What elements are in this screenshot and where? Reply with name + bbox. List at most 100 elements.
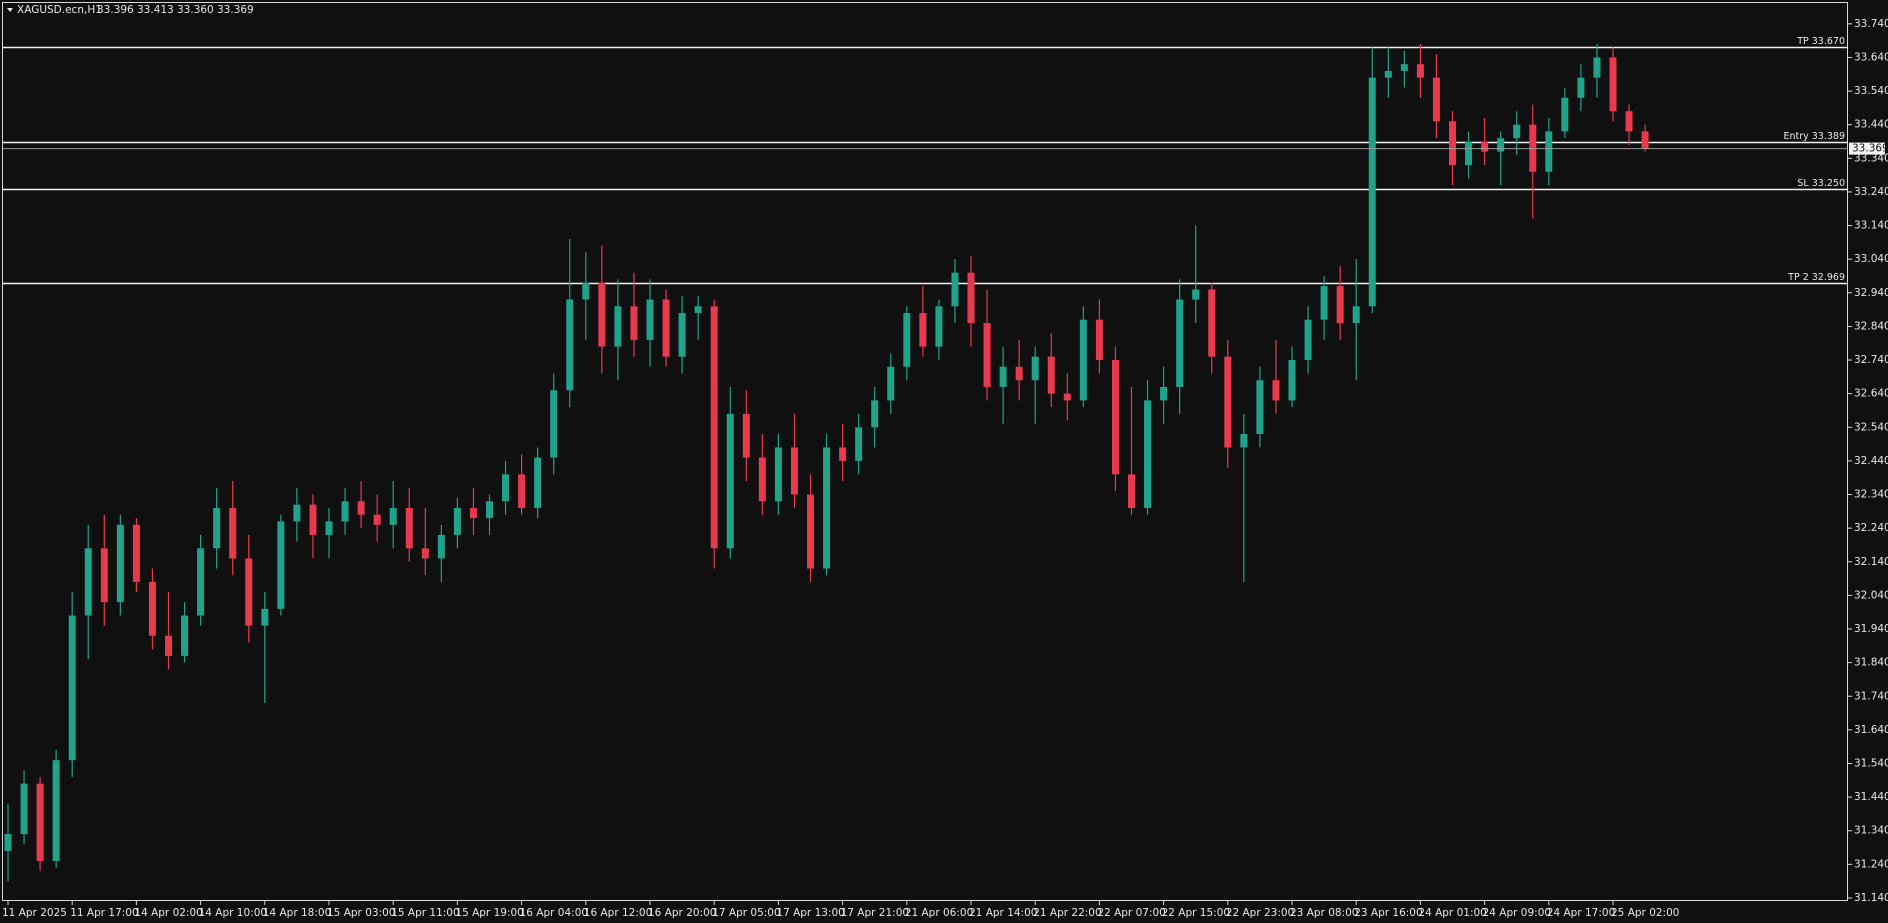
x-tick-label: 15 Apr 11:00 [391, 907, 459, 919]
candle-body [1111, 360, 1119, 475]
candle-body [132, 524, 140, 582]
x-tick-label: 24 Apr 09:00 [1483, 907, 1551, 919]
candle-body [1481, 141, 1489, 152]
candle-body [1432, 77, 1440, 122]
candle-body [630, 306, 638, 340]
candle-body [1015, 366, 1023, 381]
candle-body [903, 312, 911, 367]
candle-body [1079, 319, 1087, 401]
x-tick-label: 16 Apr 20:00 [648, 907, 716, 919]
y-tick-label: 32.040 [1854, 589, 1888, 601]
candle-body [341, 501, 349, 522]
candle-body [421, 548, 429, 559]
candle-body [1368, 77, 1376, 307]
x-tick-label: 21 Apr 14:00 [969, 907, 1037, 919]
candle-body [614, 306, 622, 347]
x-tick-label: 22 Apr 07:00 [1097, 907, 1165, 919]
candle-body [774, 447, 782, 502]
candle-body [1545, 131, 1553, 172]
candle-body [469, 507, 477, 519]
collapse-icon[interactable] [7, 8, 13, 12]
x-tick-label: 11 Apr 17:00 [70, 907, 138, 919]
candle-body [1047, 356, 1055, 394]
candle-body [486, 501, 493, 519]
header-low: 33.360 [177, 4, 214, 16]
candle-body [1320, 286, 1328, 320]
candle-body [100, 548, 108, 603]
candle-body [277, 521, 285, 609]
x-tick-label: 15 Apr 19:00 [455, 907, 523, 919]
candle-body [1304, 319, 1312, 361]
y-tick-label: 31.540 [1854, 757, 1888, 769]
candle-body [919, 312, 927, 347]
candle-body [678, 312, 686, 357]
candle-body [534, 457, 542, 508]
candle-body [84, 548, 92, 616]
x-tick-label: 24 Apr 17:00 [1547, 907, 1615, 919]
candle-body [1144, 400, 1152, 508]
y-tick-label: 32.740 [1854, 354, 1888, 366]
candle-body [839, 447, 847, 461]
candle-body [229, 507, 237, 559]
candle-body [181, 615, 189, 656]
candle-body [582, 282, 590, 300]
x-tick-label: 14 Apr 10:00 [199, 907, 267, 919]
candle-body [116, 524, 124, 603]
candle-body [758, 457, 766, 502]
x-tick-label: 24 Apr 01:00 [1418, 907, 1486, 919]
y-tick-label: 33.340 [1854, 152, 1888, 164]
candle-body [1384, 70, 1392, 78]
y-tick-label: 33.740 [1854, 18, 1888, 30]
candle-body [1513, 124, 1521, 139]
current-price-box [1849, 142, 1885, 155]
x-tick-label: 16 Apr 04:00 [520, 907, 588, 919]
candle-body [1400, 64, 1408, 71]
candle-body [261, 608, 269, 626]
candle-body [245, 558, 253, 626]
y-tick-label: 31.840 [1854, 657, 1888, 669]
candle-body [52, 760, 60, 861]
candle-body [197, 548, 205, 616]
candle-body [1577, 77, 1585, 98]
candle-body [566, 299, 574, 391]
candle-body [453, 507, 461, 535]
y-tick-label: 31.940 [1854, 623, 1888, 635]
candle-body [550, 390, 558, 458]
y-tick-label: 32.140 [1854, 556, 1888, 568]
y-tick-label: 32.240 [1854, 522, 1888, 534]
y-tick-label: 31.440 [1854, 791, 1888, 803]
candle-body [1128, 474, 1135, 508]
y-tick-label: 32.440 [1854, 455, 1888, 467]
candle-body [871, 400, 879, 428]
y-tick-label: 33.440 [1854, 119, 1888, 131]
y-tick-label: 32.340 [1854, 489, 1888, 501]
candle-body [662, 299, 670, 357]
candle-body [887, 366, 895, 401]
header-close: 33.369 [217, 4, 254, 16]
candle-body [518, 474, 526, 508]
x-tick-label: 14 Apr 02:00 [134, 907, 202, 919]
candle-body [1352, 306, 1360, 324]
candle-body [309, 504, 317, 535]
candle-body [1593, 57, 1601, 78]
level-label: SL 33.250 [1797, 178, 1845, 189]
y-tick-label: 32.840 [1854, 320, 1888, 332]
candle-body [1063, 393, 1071, 401]
candle-body [1609, 57, 1617, 112]
candle-body [1625, 111, 1633, 132]
y-tick-label: 33.640 [1854, 51, 1888, 63]
candle-body [823, 447, 831, 569]
y-tick-label: 33.540 [1854, 85, 1888, 97]
candle-body [1192, 289, 1200, 300]
x-tick-label: 22 Apr 15:00 [1162, 907, 1230, 919]
y-tick-label: 31.740 [1854, 690, 1888, 702]
candle-body [1465, 141, 1473, 166]
y-tick-label: 33.140 [1854, 220, 1888, 232]
y-tick-label: 33.040 [1854, 253, 1888, 265]
candle-body [1224, 356, 1232, 448]
candle-body [1160, 386, 1168, 401]
candle-body [1336, 286, 1344, 324]
x-tick-label: 23 Apr 08:00 [1290, 907, 1358, 919]
candle-body [935, 306, 943, 347]
